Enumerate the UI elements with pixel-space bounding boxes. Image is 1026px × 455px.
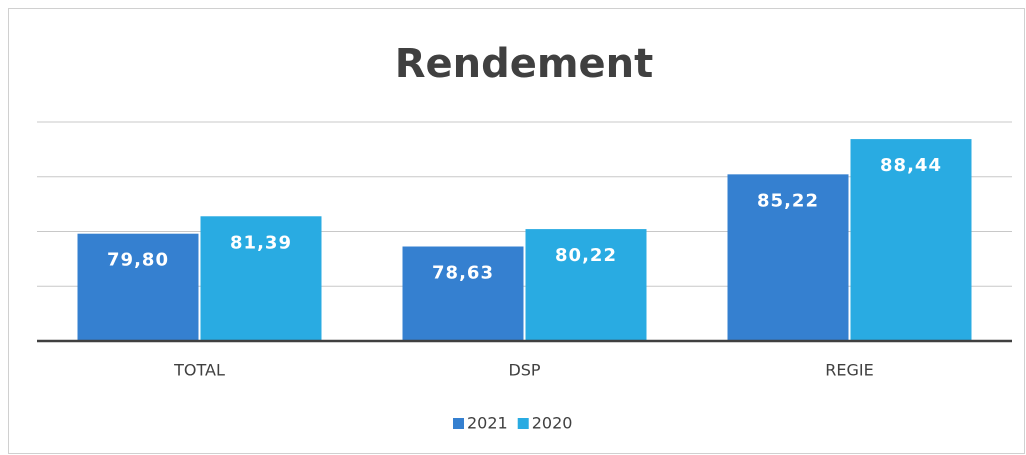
value-label: 80,22 — [555, 245, 617, 266]
x-tick-label: REGIE — [825, 361, 873, 380]
value-label: 81,39 — [230, 232, 292, 253]
legend-swatch — [517, 418, 529, 429]
bar — [200, 216, 322, 341]
value-label: 88,44 — [880, 155, 942, 176]
bar — [850, 139, 972, 341]
legend-label: 2021 — [467, 414, 508, 433]
value-label: 78,63 — [432, 263, 494, 284]
x-tick-label: TOTAL — [173, 361, 225, 380]
x-tick-label: DSP — [508, 361, 540, 380]
value-label: 79,80 — [107, 250, 169, 271]
chart-title: Rendement — [395, 41, 654, 87]
bar — [727, 174, 849, 341]
bar — [402, 246, 524, 341]
bar — [525, 229, 647, 341]
value-label: 85,22 — [757, 190, 819, 211]
bar — [77, 233, 199, 341]
legend-label: 2020 — [532, 414, 573, 433]
legend-swatch — [453, 418, 464, 429]
